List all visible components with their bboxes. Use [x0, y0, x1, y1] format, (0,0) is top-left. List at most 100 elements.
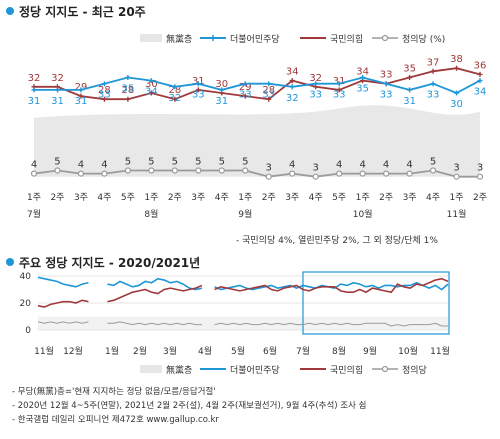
ppp-series: 3232292828302831302928343231343335373836: [28, 54, 487, 102]
justice-trend-line: [37, 321, 89, 324]
chart1-week-label: 5주: [332, 192, 346, 203]
ppp-point: [125, 96, 131, 102]
justice-point: [171, 167, 178, 174]
ppp-value-label: 28: [98, 85, 111, 96]
dem-point: [477, 78, 483, 84]
chart1-week-label: 4주: [97, 192, 111, 203]
dem-point: [289, 84, 295, 90]
chart2-x-axis: 11월 12월 1월 2월 3월 4월 5월 6월 7월 8월 9월 10월 11월: [34, 345, 450, 357]
legend-dem-marker: [210, 35, 216, 41]
justice-point: [124, 167, 131, 174]
dem-point: [78, 87, 84, 93]
justice-value-label: 4: [101, 160, 107, 171]
dem-point: [383, 81, 389, 87]
chart1-month-label: 11월: [447, 208, 467, 220]
ppp-value-label: 30: [215, 79, 228, 90]
ppp-point: [266, 96, 272, 102]
dem-line: [34, 76, 481, 94]
dem-value-label: 33: [262, 90, 275, 101]
recent-weeks-highlight-box: [302, 271, 450, 335]
dem-point: [148, 78, 154, 84]
justice-value-label: 5: [54, 157, 60, 168]
chart1-month-label: 9월: [238, 208, 252, 220]
ppp-point: [289, 78, 295, 84]
chart1-week-label: 2주: [262, 192, 276, 203]
justice-trend-line: [214, 322, 448, 327]
justice-value-label: 3: [266, 163, 272, 174]
justice-value-label: 3: [312, 163, 318, 174]
justice-value-label: 5: [148, 157, 154, 168]
ppp-point: [78, 93, 84, 99]
chart1-month-label: 10월: [353, 208, 373, 220]
dem-point: [430, 81, 436, 87]
justice-value-label: 5: [195, 157, 201, 168]
ppp-value-label: 38: [450, 54, 463, 65]
justice-point: [101, 170, 108, 177]
justice-value-label: 4: [406, 160, 412, 171]
chart1-legend: 無黨층 더불어민주당 국민의힘 정의당 (%): [140, 33, 445, 45]
ppp-value-label: 32: [309, 73, 322, 84]
ppp-value-label: 29: [239, 82, 252, 93]
ppp-point: [336, 87, 342, 93]
justice-value-label: 5: [242, 157, 248, 168]
justice-value-label: 5: [219, 157, 225, 168]
chart1-week-label: 1주: [238, 192, 252, 203]
justice-trend-series: [37, 321, 448, 327]
footnote-source: - 한국갤럽 데일리 오피니언 제472호 www.gallup.co.kr: [12, 415, 219, 425]
chart2-month-label: 2월: [133, 345, 147, 357]
dem-point: [101, 81, 107, 87]
chart1-week-label: 4주: [426, 192, 440, 203]
ppp-trend-line: [37, 299, 89, 308]
chart2-month-label: 11월: [34, 345, 54, 357]
ppp-line: [34, 67, 481, 101]
chart1-week-label: 2주: [379, 192, 393, 203]
chart1-month-label: 8월: [144, 208, 158, 220]
dem-point: [360, 75, 366, 80]
dem-value-label: 31: [403, 96, 416, 107]
chart2-month-label: 9월: [363, 345, 377, 357]
dem-point: [242, 81, 248, 87]
justice-point: [265, 173, 272, 180]
nonpartisan-area: [34, 105, 480, 177]
chart1-week-label: 5주: [121, 192, 135, 203]
chart2-month-label: 3월: [163, 345, 177, 357]
ppp-value-label: 37: [427, 57, 440, 68]
dem-trend-series: [37, 276, 449, 291]
chart1-x-axis: 1주 2주 3주 4주 5주 1주 2주 3주 4주 1주 2주 3주 4주 5주 1주 2주 3주 4주 1주 2주…: [27, 192, 487, 220]
justice-point: [289, 170, 296, 177]
legend-nonpartisan-swatch: [140, 365, 162, 373]
chart2-month-label: 6월: [263, 345, 277, 357]
justice-value-label: 5: [172, 157, 178, 168]
chart1-week-label: 4주: [309, 192, 323, 203]
dem-value-label: 35: [356, 84, 369, 95]
ppp-point: [172, 96, 178, 102]
justice-point: [406, 170, 413, 177]
ppp-trend-line: [107, 284, 203, 303]
other-parties-note: - 국민의당 4%, 열린민주당 2%, 그 외 정당/단체 1%: [236, 236, 438, 246]
chart2-y-tick: 0: [25, 326, 31, 336]
footnote-skipped-weeks: - 2020년 12월 4~5주(연말), 2021년 2월 2주(설), 4월…: [12, 401, 367, 411]
justice-value-label: 3: [453, 163, 459, 174]
ppp-value-label: 36: [474, 60, 487, 71]
dem-value-label: 33: [333, 90, 346, 101]
dem-value-label: 31: [75, 96, 88, 107]
ppp-value-label: 35: [403, 64, 416, 75]
justice-point: [476, 173, 484, 180]
chart1-week-label: 2주: [168, 192, 182, 203]
dem-point: [454, 90, 460, 96]
footnote-nonpartisan: - 무당(無黨)층='현재 지지하는 정당 없음/모름/응답거절': [12, 387, 216, 397]
chart1-week-label: 1주: [356, 192, 370, 203]
justice-point: [242, 167, 249, 174]
dem-value-label: 34: [474, 87, 487, 98]
legend-ppp-label: 국민의힘: [330, 34, 363, 45]
dem-point: [266, 81, 272, 87]
dem-value-label: 30: [450, 99, 463, 110]
chart2-month-label: 11월: [430, 345, 450, 357]
dem-value-label: 33: [309, 90, 322, 101]
legend-justice-label: 정의당 (%): [402, 34, 445, 45]
chart1-week-label: 1주: [144, 192, 158, 203]
justice-value-label: 4: [31, 160, 37, 171]
yearly-trend-chart: 0 20 40 11월 12월 1월 2월 3월 4월 5월 6월 7월 8월 9월 10월 11월 無黨층 더불…: [20, 271, 450, 376]
ppp-point: [407, 75, 413, 80]
chart1-week-label: 3주: [191, 192, 205, 203]
